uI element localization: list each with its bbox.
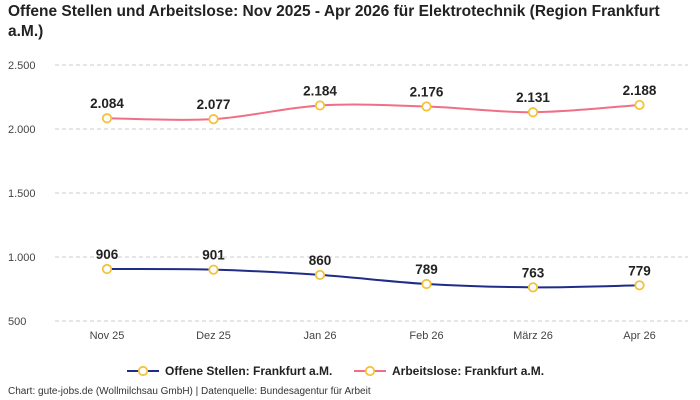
legend-item[interactable]: Arbeitslose: Frankfurt a.M.: [354, 364, 544, 378]
data-label: 2.077: [197, 97, 231, 112]
y-tick-label: 1.000: [8, 252, 36, 264]
data-point[interactable]: [527, 107, 539, 118]
series-line: [106, 103, 640, 121]
x-tick-label: Feb 26: [409, 330, 443, 342]
legend-marker: [364, 365, 376, 377]
data-point[interactable]: [527, 282, 539, 293]
series-arbeitslose: 2.084 2.077 2.184 2.176 2.131 2.188: [90, 83, 657, 125]
y-tick-label: 1.500: [8, 188, 36, 200]
data-point[interactable]: [634, 99, 645, 111]
legend-item[interactable]: Offene Stellen: Frankfurt a.M.: [127, 364, 332, 378]
data-point[interactable]: [314, 269, 326, 281]
legend-label: Offene Stellen: Frankfurt a.M.: [165, 364, 332, 378]
data-point[interactable]: [208, 264, 219, 275]
y-tick-label: 2.000: [8, 124, 36, 136]
x-tick-label: Jan 26: [303, 330, 336, 342]
data-label: 906: [96, 247, 119, 262]
data-label: 763: [522, 265, 545, 280]
data-label: 2.188: [623, 83, 657, 98]
x-tick-label: Apr 26: [623, 330, 655, 342]
data-label: 789: [415, 262, 438, 277]
x-tick-label: Nov 25: [90, 330, 125, 342]
series-line: [106, 268, 640, 289]
grid-layer: [55, 64, 688, 322]
data-point[interactable]: [314, 100, 326, 111]
chart-title: Offene Stellen und Arbeitslose: Nov 2025…: [8, 3, 660, 40]
data-label: 2.084: [90, 96, 124, 111]
legend-label: Arbeitslose: Frankfurt a.M.: [392, 364, 544, 378]
data-label: 2.184: [303, 83, 337, 98]
y-axis-ticks: 500 1.000 1.500 2.000 2.500: [8, 60, 36, 328]
legend-marker: [137, 365, 149, 377]
x-tick-label: Dez 25: [196, 330, 231, 342]
y-tick-label: 500: [8, 316, 26, 328]
y-tick-label: 2.500: [8, 60, 36, 72]
legend: Offene Stellen: Frankfurt a.M. Arbeitslos…: [127, 364, 544, 378]
data-point[interactable]: [634, 280, 645, 291]
series-offene-stellen: 906 901 860 789 763 779: [96, 247, 651, 293]
data-label: 2.176: [410, 84, 444, 99]
x-axis-ticks: Nov 25 Dez 25 Jan 26 Feb 26 März 26 Apr 26: [90, 330, 656, 342]
data-point[interactable]: [101, 263, 113, 275]
data-label: 860: [309, 253, 332, 268]
data-point[interactable]: [421, 101, 432, 112]
data-point[interactable]: [208, 114, 219, 125]
x-tick-label: März 26: [513, 330, 553, 342]
data-label: 2.131: [516, 90, 550, 105]
footer-source: Chart: gute-jobs.de (Wollmilchsau GmbH) …: [8, 386, 371, 397]
data-point[interactable]: [101, 113, 113, 124]
data-point[interactable]: [421, 278, 432, 290]
data-label: 901: [202, 248, 225, 263]
data-label: 779: [628, 263, 651, 278]
